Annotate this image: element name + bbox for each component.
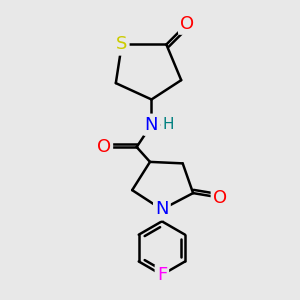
Text: S: S [116,35,128,53]
Text: O: O [180,15,194,33]
Text: O: O [213,189,227,207]
Text: N: N [145,116,158,134]
Text: F: F [157,266,167,284]
Text: H: H [162,117,174,132]
Text: N: N [155,200,169,218]
Text: O: O [97,138,111,156]
